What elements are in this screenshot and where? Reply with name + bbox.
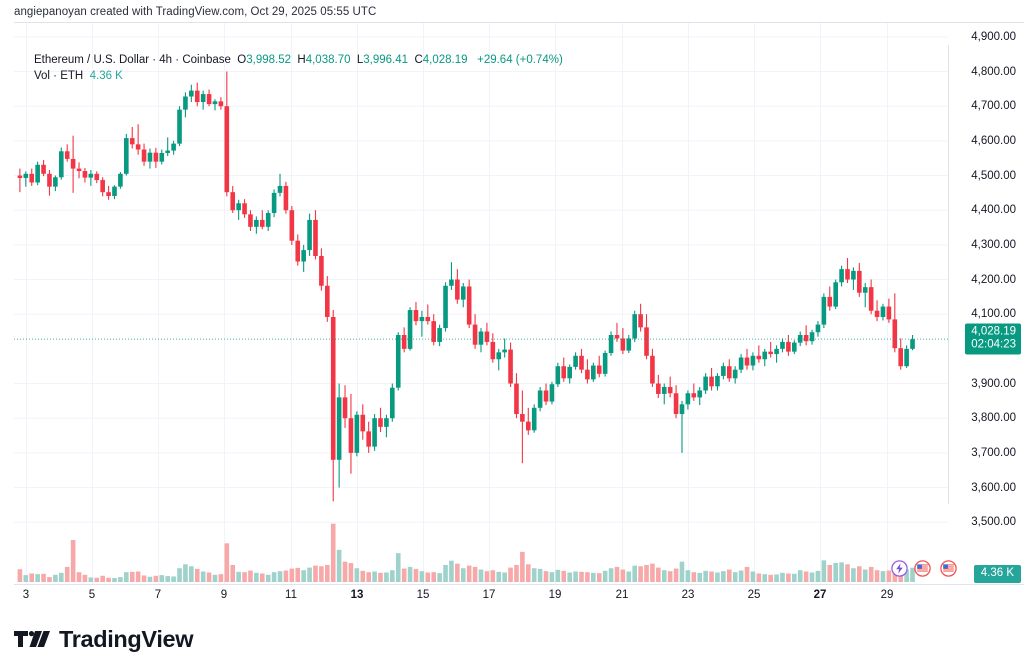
- candlestick-svg: [14, 23, 948, 584]
- time-axis-tick: 9: [220, 589, 228, 601]
- price-axis-tick: 4,600.00: [971, 134, 1016, 147]
- price-axis-tick: 3,600.00: [971, 481, 1016, 494]
- time-axis-tick: 27: [813, 589, 827, 601]
- current-price-value: 4,028.19: [971, 325, 1016, 338]
- price-axis-tick: 4,300.00: [971, 238, 1016, 251]
- us-economic-event-badge-2[interactable]: [940, 560, 957, 577]
- price-axis-tick: 3,900.00: [971, 377, 1016, 390]
- time-axis-tick: 11: [285, 589, 297, 601]
- price-axis[interactable]: 4,900.00 4,800.00 4,700.00 4,600.00 4,500.00…: [948, 22, 1024, 585]
- current-volume-badge[interactable]: 4.36 K: [973, 565, 1021, 583]
- time-axis-tick: 29: [880, 589, 894, 601]
- time-axis[interactable]: 3 5 7 9 11 13 15 17 19 21 23 25 27 29: [14, 585, 948, 609]
- time-axis-tick: 25: [747, 589, 761, 601]
- bar-countdown-timer: 02:04:23: [971, 338, 1016, 351]
- price-axis-separator: [948, 45, 949, 504]
- price-axis-tick: 4,800.00: [971, 65, 1016, 78]
- time-axis-tick: 5: [88, 589, 96, 601]
- price-axis-tick: 3,700.00: [971, 446, 1016, 459]
- attribution-text: angiepanoyan created with TradingView.co…: [14, 6, 377, 18]
- time-axis-tick: 23: [681, 589, 695, 601]
- chart-plot-area[interactable]: [14, 23, 948, 584]
- price-axis-tick: 4,700.00: [971, 100, 1016, 113]
- tradingview-footer-logo: TradingView: [14, 626, 194, 652]
- current-price-badge[interactable]: 4,028.19 02:04:23: [965, 323, 1021, 355]
- us-flag-icon: [943, 564, 954, 573]
- price-axis-tick: 3,500.00: [971, 516, 1016, 529]
- us-flag-icon: [917, 564, 928, 573]
- price-axis-tick: 4,900.00: [971, 30, 1016, 43]
- price-axis-tick: 4,200.00: [971, 273, 1016, 286]
- price-axis-tick: 4,500.00: [971, 169, 1016, 182]
- us-economic-event-badge-1[interactable]: [914, 560, 931, 577]
- price-axis-tick: 3,800.00: [971, 412, 1016, 425]
- tradingview-wordmark: TradingView: [59, 626, 194, 652]
- time-axis-tick: 17: [482, 589, 496, 601]
- lightning-icon: [896, 563, 903, 574]
- time-axis-tick: 7: [154, 589, 162, 601]
- price-axis-tick: 4,100.00: [971, 308, 1016, 321]
- chart-frame: Ethereum / U.S. Dollar · 4h · Coinbase O…: [14, 22, 948, 585]
- time-axis-tick: 19: [548, 589, 562, 601]
- time-axis-tick: 21: [615, 589, 629, 601]
- time-axis-tick: 15: [416, 589, 430, 601]
- tradingview-logo-icon: [14, 631, 50, 647]
- earnings-event-badge[interactable]: [891, 560, 908, 577]
- time-axis-tick: 3: [22, 589, 30, 601]
- price-axis-tick: 4,400.00: [971, 204, 1016, 217]
- time-axis-tick: 13: [350, 589, 364, 601]
